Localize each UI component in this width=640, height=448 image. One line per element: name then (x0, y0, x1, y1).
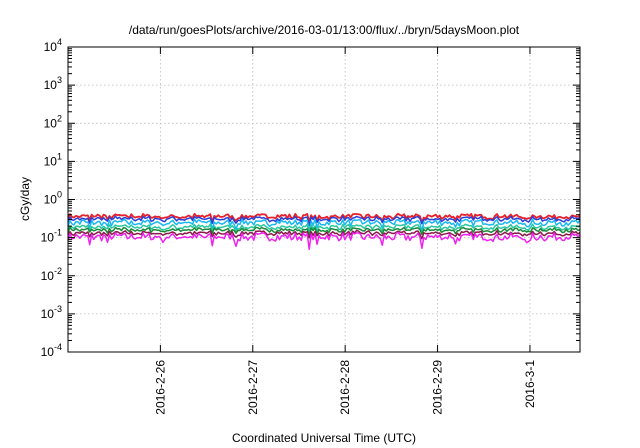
y-tick-label: 10-2 (41, 266, 62, 283)
y-axis: 10-4 10-3 10-2 10-1 100 101 102 103 104 (41, 37, 580, 359)
y-tick-label: 102 (44, 113, 62, 130)
y-tick-label: 10-3 (41, 304, 62, 321)
series-line (67, 215, 581, 227)
y-axis-label: cGy/day (18, 177, 32, 221)
grid (68, 47, 580, 352)
y-tick-label: 101 (44, 151, 62, 168)
y-tick-label: 103 (44, 75, 62, 92)
series-line (67, 223, 581, 235)
x-tick-label: 2016-2-29 (431, 360, 445, 415)
series-line (67, 226, 581, 237)
x-axis-label: Coordinated Universal Time (UTC) (232, 431, 416, 445)
y-tick-label: 10-1 (41, 228, 62, 245)
series-line (67, 212, 581, 224)
x-tick-label: 2016-3-1 (523, 360, 537, 408)
x-axis: 2016-2-26 2016-2-27 2016-2-28 2016-2-29 2016… (153, 47, 537, 415)
y-tick-label: 100 (44, 190, 62, 207)
x-tick-label: 2016-2-26 (153, 360, 167, 415)
x-tick-label: 2016-2-28 (338, 360, 352, 415)
y-tick-label: 104 (44, 37, 62, 54)
x-tick-label: 2016-2-27 (246, 360, 260, 415)
chart-title: /data/run/goesPlots/archive/2016-03-01/1… (129, 23, 520, 37)
plot-series (67, 212, 581, 251)
series-line (67, 218, 581, 233)
y-tick-label: 10-4 (41, 342, 62, 359)
series-line (67, 231, 581, 251)
series-line (67, 229, 581, 240)
